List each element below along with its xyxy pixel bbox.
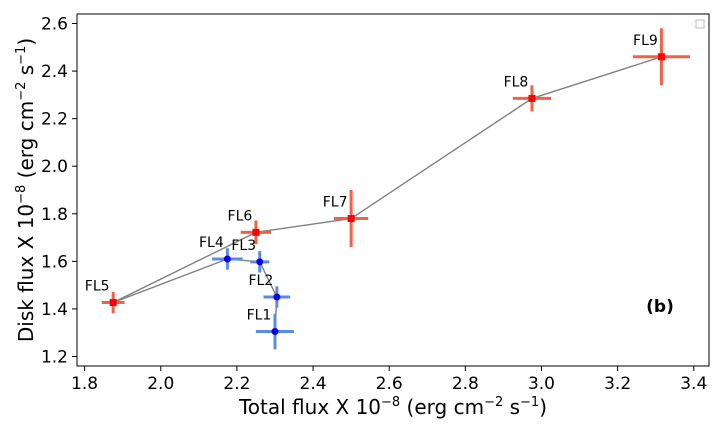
plot-frame bbox=[76, 13, 710, 367]
y-tick-label: 1.4 bbox=[41, 300, 68, 320]
connection-line bbox=[255, 217, 352, 234]
x-tick-label: 2.2 bbox=[223, 374, 250, 394]
point-label: FL1 bbox=[247, 308, 272, 324]
panel-label: (b) bbox=[646, 297, 674, 317]
blue-circle-marker bbox=[273, 293, 281, 301]
connection-line bbox=[112, 231, 257, 304]
red-square-marker bbox=[657, 53, 665, 61]
point-label: FL6 bbox=[228, 208, 253, 224]
y-tick-label: 1.6 bbox=[41, 252, 68, 272]
x-tick-label: 1.8 bbox=[71, 374, 98, 394]
red-square-marker bbox=[528, 94, 536, 102]
y-tick-label: 2.6 bbox=[41, 15, 68, 35]
blue-circle-marker bbox=[256, 258, 264, 266]
x-tick-label: 2.0 bbox=[147, 374, 174, 394]
red-square-marker bbox=[109, 298, 117, 306]
x-axis-label: Total flux X 10−8 (erg cm−2 s−1) bbox=[238, 395, 547, 419]
connection-lines bbox=[112, 56, 662, 332]
x-tick-label: 2.8 bbox=[452, 374, 479, 394]
x-axis-ticks: 1.8 2.0 2.2 2.4 2.6 2.8 3.0 3.2 3.4 bbox=[71, 366, 707, 394]
y-tick-label: 2.0 bbox=[41, 157, 68, 177]
red-square-marker bbox=[347, 215, 355, 223]
x-tick-label: 3.2 bbox=[604, 374, 631, 394]
connection-line bbox=[259, 261, 278, 298]
x-tick-label: 2.4 bbox=[300, 374, 327, 394]
connection-line bbox=[350, 97, 533, 220]
x-tick-label: 3.0 bbox=[528, 374, 555, 394]
y-axis-label: Disk flux X 10−8 (erg cm−2 s−1) bbox=[14, 38, 38, 342]
x-tick-label: 2.6 bbox=[376, 374, 403, 394]
connection-line bbox=[112, 258, 228, 304]
connection-line bbox=[531, 56, 662, 100]
red-square-marker bbox=[252, 228, 260, 236]
point-label: FL8 bbox=[504, 74, 529, 90]
point-label: FL9 bbox=[633, 33, 658, 49]
blue-circle-marker bbox=[271, 328, 279, 336]
legend-box bbox=[695, 19, 705, 29]
blue-circle-marker bbox=[223, 255, 231, 263]
point-label: FL7 bbox=[323, 195, 348, 211]
point-label: FL3 bbox=[231, 238, 256, 254]
point-label: FL2 bbox=[248, 273, 273, 289]
y-axis-ticks: 1.2 1.4 1.6 1.8 2.0 2.2 2.4 2.6 bbox=[41, 15, 77, 367]
point-labels: FL5 FL6 FL7 FL8 FL9 FL4 FL3 FL2 FL1 bbox=[85, 33, 658, 324]
y-tick-label: 2.4 bbox=[41, 62, 68, 82]
y-tick-label: 2.2 bbox=[41, 110, 68, 130]
y-tick-label: 1.8 bbox=[41, 205, 68, 225]
x-tick-label: 3.4 bbox=[680, 374, 707, 394]
data-markers bbox=[109, 53, 665, 336]
point-label: FL4 bbox=[199, 235, 224, 251]
y-tick-label: 1.2 bbox=[41, 347, 68, 367]
point-label: FL5 bbox=[85, 278, 110, 294]
